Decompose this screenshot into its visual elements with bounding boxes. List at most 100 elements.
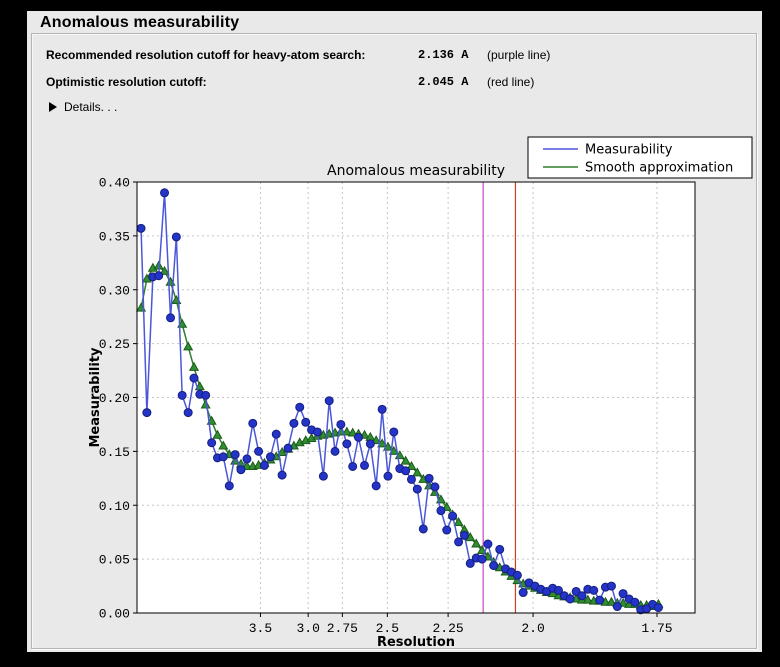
data-point-circle [230, 450, 240, 460]
recommended-cutoff-note: (purple line) [487, 48, 551, 62]
disclosure-triangle-icon[interactable] [49, 101, 57, 112]
legend-label: Smooth approximation [585, 161, 733, 176]
data-point-circle [577, 591, 587, 601]
data-point-circle [312, 427, 322, 437]
data-point-circle [454, 537, 464, 547]
data-point-circle [295, 402, 305, 412]
x-tick-label: 3.5 [249, 621, 272, 636]
data-point-triangle [347, 427, 358, 437]
y-tick-label: 0.10 [99, 499, 130, 514]
data-point-circle [177, 390, 187, 400]
optimistic-cutoff-value: 2.045 A [418, 75, 469, 89]
data-point-circle [442, 525, 452, 535]
x-tick-label: 2.75 [327, 621, 358, 636]
data-point-triangle [453, 516, 464, 526]
legend-label: Measurability [585, 143, 673, 158]
data-point-circle [271, 429, 281, 439]
x-tick-label: 3.0 [296, 621, 319, 636]
group-box-border [31, 33, 757, 649]
data-point-circle [553, 585, 563, 595]
details-label: Details. . . [64, 100, 118, 114]
y-tick-label: 0.05 [99, 553, 130, 568]
data-point-circle [389, 427, 399, 437]
y-tick-label: 0.30 [99, 283, 130, 298]
data-point-circle [612, 602, 622, 612]
x-tick-label: 2.25 [433, 621, 464, 636]
data-point-circle [183, 408, 193, 418]
data-point-circle [236, 465, 246, 475]
data-point-circle [189, 373, 199, 383]
data-point-circle [365, 439, 375, 449]
chart-title: Anomalous measurability [327, 163, 505, 179]
data-point-circle [465, 558, 475, 568]
data-point-circle [318, 471, 328, 481]
anomalous-measurability-panel: Anomalous measurability Recommended reso… [27, 11, 762, 652]
data-point-circle [618, 589, 628, 599]
data-point-circle [218, 452, 228, 462]
data-point-circle [242, 454, 252, 464]
data-point-triangle [471, 538, 482, 548]
data-point-circle [630, 597, 640, 607]
data-point-circle [448, 511, 458, 521]
data-point-circle [418, 524, 428, 534]
data-point-circle [336, 419, 346, 429]
data-point-triangle [188, 361, 200, 371]
data-point-triangle [412, 467, 423, 477]
plot-area [137, 182, 695, 613]
data-point-circle [154, 271, 164, 281]
y-tick-label: 0.35 [99, 229, 130, 244]
recommended-cutoff-row: Recommended resolution cutoff for heavy-… [27, 48, 762, 64]
data-point-circle [483, 539, 493, 549]
recommended-cutoff-value: 2.136 A [418, 48, 469, 62]
figure-canvas: 3.5 3.0 2.75 2.5 2.25 2.0 1.75 0.00 0.05 0.10 0.15… [88, 136, 753, 650]
data-point-circle [166, 313, 176, 323]
data-point-circle [171, 232, 181, 242]
data-point-circle [412, 484, 422, 494]
data-point-circle [254, 446, 264, 456]
data-point-circle [289, 418, 299, 428]
data-point-circle [459, 530, 469, 540]
data-point-circle [512, 570, 522, 580]
data-point-circle [653, 603, 663, 613]
data-point-circle [259, 460, 269, 470]
panel-title: Anomalous measurability [40, 14, 240, 31]
y-tick-label: 0.40 [99, 176, 130, 191]
data-point-circle [406, 474, 416, 484]
data-point-circle [354, 432, 364, 442]
legend-box [527, 136, 753, 179]
recommended-cutoff-label: Recommended resolution cutoff for heavy-… [46, 48, 366, 62]
data-point-circle [283, 443, 293, 453]
data-point-circle [489, 561, 499, 571]
x-tick-label: 1.75 [641, 621, 672, 636]
x-tick-label: 2.5 [376, 621, 399, 636]
data-point-circle [477, 554, 487, 564]
data-point-circle [383, 471, 393, 481]
data-point-circle [518, 588, 528, 598]
data-point-circle [595, 595, 605, 605]
data-point-circle [589, 585, 599, 595]
data-point-circle [324, 396, 334, 406]
data-point-circle [277, 470, 287, 480]
x-tick-label: 2.0 [521, 621, 544, 636]
data-point-circle [360, 460, 370, 470]
data-point-circle [160, 188, 170, 198]
data-point-triangle [212, 429, 223, 439]
data-point-triangle [183, 341, 194, 351]
data-point-circle [348, 461, 358, 471]
details-disclosure[interactable]: Details. . . [49, 100, 117, 116]
data-point-circle [142, 408, 152, 418]
y-tick-label: 0.15 [99, 445, 130, 460]
data-point-circle [301, 417, 311, 427]
data-point-circle [136, 223, 146, 233]
data-point-circle [436, 506, 446, 516]
y-tick-label: 0.25 [99, 337, 130, 352]
data-point-triangle [400, 455, 411, 465]
data-point-circle [248, 418, 258, 428]
data-point-triangle [406, 460, 417, 470]
y-tick-label: 0.00 [99, 607, 130, 622]
data-point-circle [424, 473, 434, 483]
data-point-circle [565, 594, 575, 604]
data-point-triangle [159, 265, 170, 275]
data-point-circle [377, 404, 387, 414]
